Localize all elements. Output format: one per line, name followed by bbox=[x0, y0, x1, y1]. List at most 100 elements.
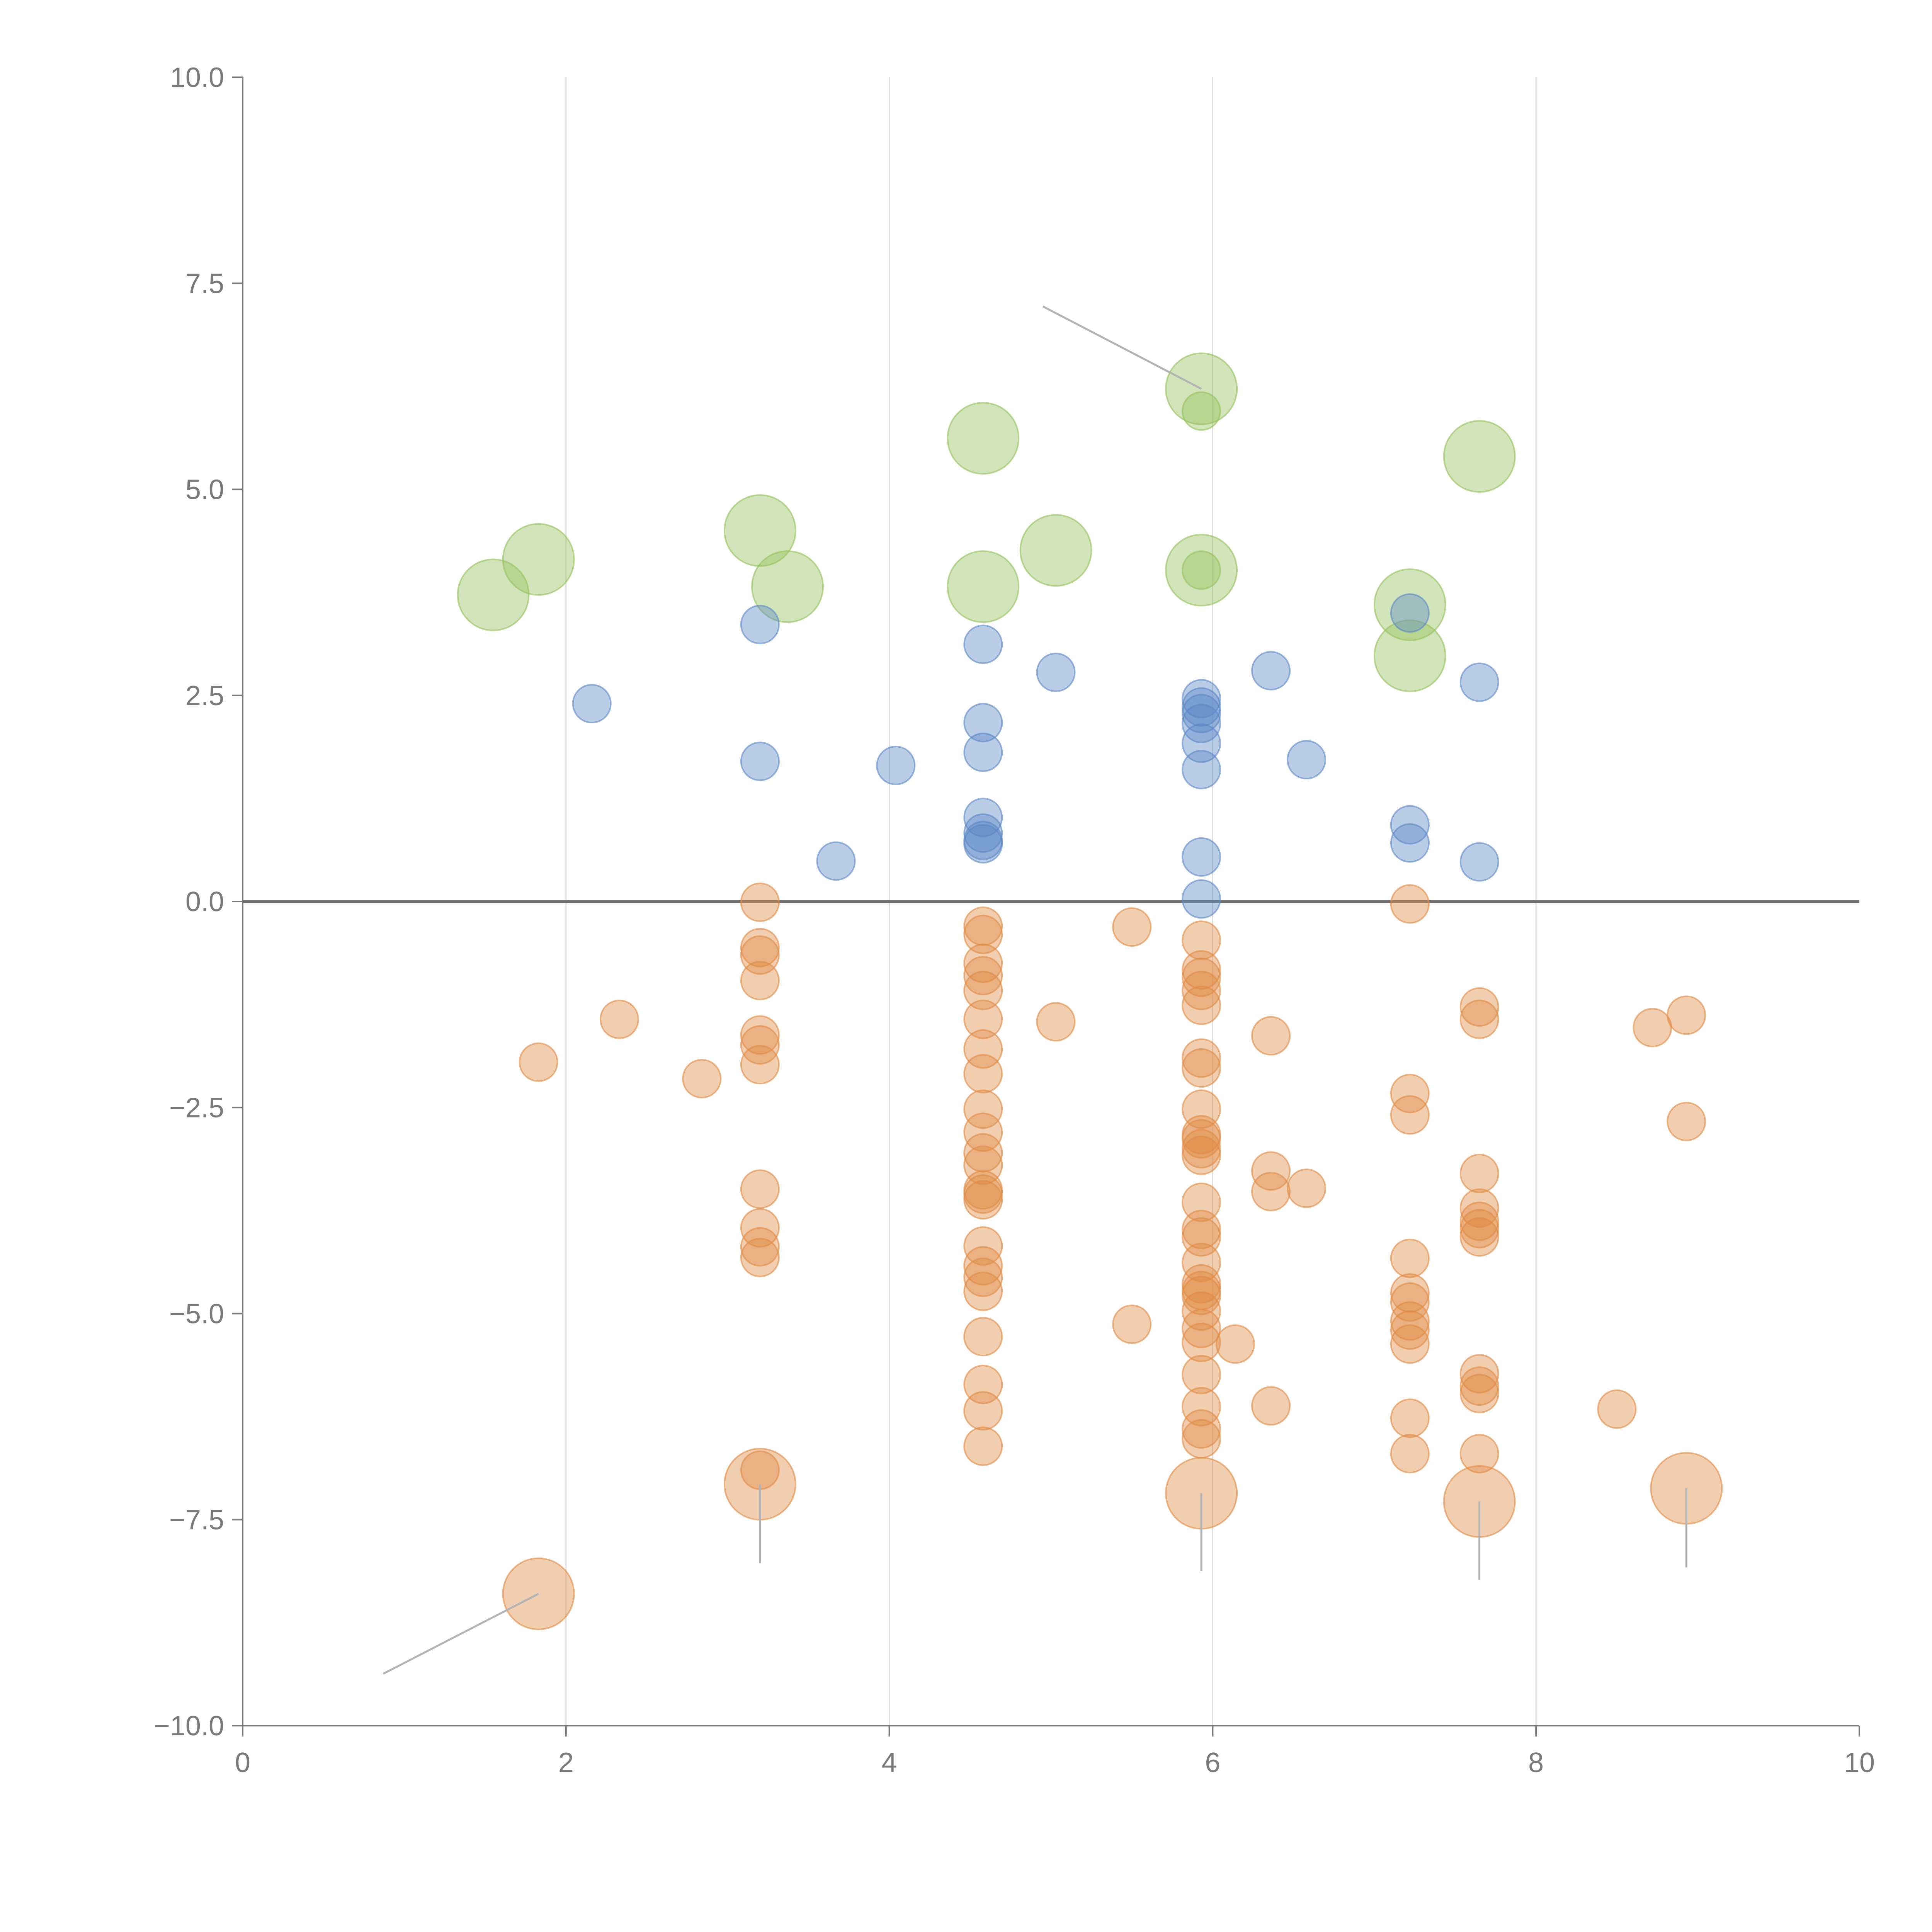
orange-small-point bbox=[740, 1450, 780, 1490]
orange-small-point bbox=[1182, 1419, 1221, 1459]
orange-small-point bbox=[1390, 1095, 1430, 1135]
blue-small-point bbox=[1390, 593, 1430, 633]
blue-small-point bbox=[816, 841, 856, 881]
green-large-point bbox=[947, 402, 1020, 475]
green-small-point bbox=[1182, 391, 1221, 431]
orange-small-point bbox=[1182, 1038, 1221, 1078]
orange-small-point bbox=[740, 1015, 780, 1055]
orange-small-point bbox=[963, 1000, 1003, 1039]
orange-small-point bbox=[1459, 1374, 1499, 1413]
y-tick-label: 5.0 bbox=[185, 474, 224, 505]
orange-small-point bbox=[1182, 985, 1221, 1025]
y-tick-label: −7.5 bbox=[169, 1505, 224, 1536]
green-large-point bbox=[502, 523, 575, 596]
orange-small-point bbox=[519, 1042, 558, 1082]
orange-small-point bbox=[963, 1054, 1003, 1094]
orange-small-point bbox=[599, 1000, 639, 1039]
blue-small-point bbox=[572, 684, 612, 724]
blue-small-point bbox=[740, 605, 780, 645]
blue-small-point bbox=[740, 742, 780, 781]
annotation-leader-line bbox=[383, 1593, 539, 1675]
orange-small-point bbox=[740, 883, 780, 922]
x-tick-label: 2 bbox=[558, 1747, 574, 1778]
tick-labels: −10.0 −7.5 −5.0 −2.5 0.0 2.5 5.0 7.5 10.0 0 2 4 6 8 10 bbox=[154, 62, 1875, 1778]
orange-small-point bbox=[1036, 1002, 1076, 1042]
orange-small-point bbox=[1287, 1168, 1327, 1208]
orange-small-point bbox=[1390, 1398, 1430, 1438]
blue-small-point bbox=[963, 624, 1003, 664]
orange-small-point bbox=[1251, 1172, 1291, 1211]
orange-small-point bbox=[1182, 1135, 1221, 1175]
orange-small-point bbox=[1112, 1304, 1152, 1344]
orange-small-point bbox=[963, 1112, 1003, 1152]
orange-small-point bbox=[740, 1025, 780, 1065]
blue-small-point bbox=[1182, 679, 1221, 719]
y-tick-label: −10.0 bbox=[154, 1711, 224, 1742]
orange-small-point bbox=[1390, 1273, 1430, 1313]
blue-small-point bbox=[1459, 662, 1499, 702]
blue-small-point bbox=[963, 824, 1003, 864]
y-tick-label: 0.0 bbox=[185, 886, 224, 917]
blue-small-point bbox=[963, 732, 1003, 772]
blue-small-point bbox=[1390, 805, 1430, 845]
orange-small-point bbox=[740, 1169, 780, 1209]
orange-small-point bbox=[740, 1227, 780, 1267]
x-tick-label: 0 bbox=[235, 1747, 250, 1778]
orange-small-point bbox=[963, 906, 1003, 946]
x-tick-label: 10 bbox=[1844, 1747, 1875, 1778]
green-large-point bbox=[1373, 619, 1446, 692]
orange-small-point bbox=[963, 1029, 1003, 1069]
orange-small-point bbox=[1390, 1238, 1430, 1278]
orange-small-point bbox=[1390, 1310, 1430, 1350]
orange-small-point bbox=[1182, 1119, 1221, 1159]
orange-small-point bbox=[1182, 1276, 1221, 1315]
orange-small-point bbox=[963, 1271, 1003, 1311]
green-large-point bbox=[1443, 420, 1516, 493]
orange-small-point bbox=[1182, 1409, 1221, 1449]
orange-small-point bbox=[1459, 1209, 1499, 1248]
orange-small-point bbox=[1182, 1243, 1221, 1282]
green-large-point bbox=[1019, 514, 1092, 587]
annotation-leader-line bbox=[1042, 305, 1202, 390]
orange-small-point bbox=[963, 1426, 1003, 1466]
orange-small-point bbox=[1390, 1073, 1430, 1113]
blue-small-point bbox=[1390, 823, 1430, 863]
blue-small-point bbox=[1459, 842, 1499, 882]
orange-small-point bbox=[963, 1089, 1003, 1129]
orange-small-point bbox=[1182, 920, 1221, 960]
orange-small-point bbox=[1182, 1291, 1221, 1331]
green-large-point bbox=[947, 550, 1020, 623]
orange-small-point bbox=[740, 1045, 780, 1085]
orange-small-point bbox=[1182, 1308, 1221, 1348]
orange-small-point bbox=[1390, 1301, 1430, 1341]
orange-small-point bbox=[1215, 1324, 1255, 1364]
orange-small-point bbox=[1390, 1324, 1430, 1364]
blue-small-point bbox=[1287, 740, 1327, 780]
y-tick-label: 7.5 bbox=[185, 268, 224, 299]
x-tick-label: 6 bbox=[1205, 1747, 1220, 1778]
orange-small-point bbox=[1667, 1102, 1706, 1141]
orange-small-point bbox=[1390, 1434, 1430, 1474]
orange-small-point bbox=[963, 943, 1003, 983]
orange-small-point bbox=[1459, 1000, 1499, 1039]
data-points bbox=[457, 352, 1723, 1630]
orange-small-point bbox=[1182, 971, 1221, 1010]
orange-small-point bbox=[1182, 957, 1221, 997]
orange-small-point bbox=[1251, 1151, 1291, 1191]
orange-small-point bbox=[963, 1317, 1003, 1357]
orange-small-point bbox=[1459, 1153, 1499, 1193]
blue-small-point bbox=[1182, 879, 1221, 919]
orange-small-point bbox=[1459, 1434, 1499, 1474]
annotation-lines bbox=[383, 305, 1687, 1675]
green-large-point bbox=[751, 550, 824, 623]
y-tick-label: −5.0 bbox=[169, 1299, 224, 1330]
orange-small-point bbox=[963, 1180, 1003, 1220]
orange-small-point bbox=[682, 1059, 722, 1099]
blue-small-point bbox=[1182, 837, 1221, 877]
orange-small-point bbox=[740, 961, 780, 1000]
axes bbox=[232, 77, 1860, 1736]
orange-small-point bbox=[963, 971, 1003, 1010]
green-large-point bbox=[1165, 534, 1238, 607]
orange-small-point bbox=[740, 1238, 780, 1277]
